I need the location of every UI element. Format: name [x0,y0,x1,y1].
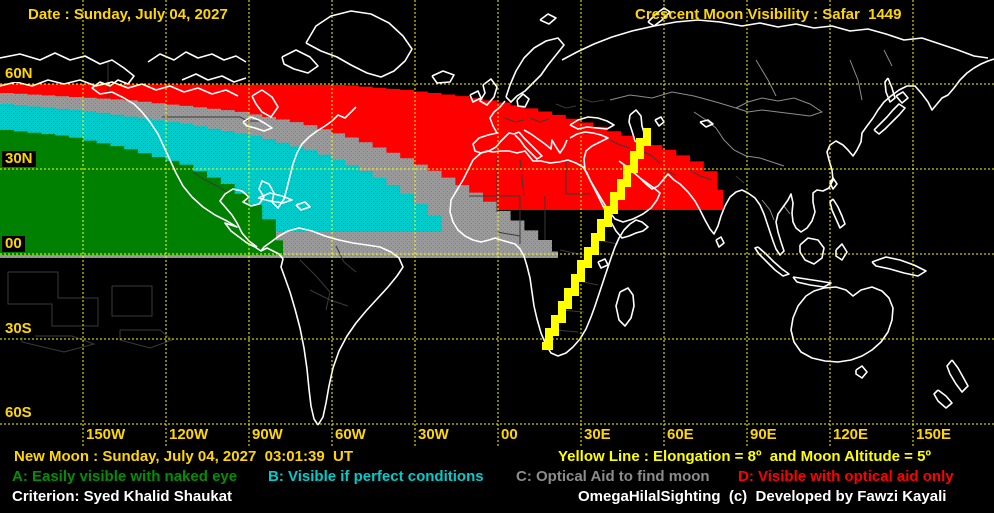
yellow-elongation-line [542,128,651,350]
lat-label: 00 [2,236,25,252]
legend-zone-c: C: Optical Aid to find moon [516,468,710,485]
lon-label: 150E [916,426,952,443]
credit-label: OmegaHilalSighting (c) Developed by Fawz… [578,488,947,505]
world-map [0,0,994,447]
lat-label: 60S [2,405,35,421]
legend-zone-a: A: Easily visible with naked eye [12,468,238,485]
coastlines [0,7,994,426]
gridlines [0,0,994,447]
lon-label: 90E [750,426,777,443]
lon-label: 120W [169,426,209,443]
legend-zone-b: B: Visible if perfect conditions [268,468,484,485]
criterion-label: Criterion: Syed Khalid Shaukat [12,488,233,505]
lat-label: 30S [2,321,35,337]
lon-label: 120E [833,426,869,443]
legend-zone-d: D: Visible with optical aid only [738,468,954,485]
lon-label: 60W [335,426,366,443]
lon-label: 30E [584,426,611,443]
yellow-line-info: Yellow Line : Elongation = 8º and Moon A… [558,448,931,465]
lon-label: 90W [252,426,283,443]
zone-a-naked-eye [0,130,283,255]
country-borders [7,62,745,353]
country-borders-asia [609,49,893,221]
lon-label: 30W [418,426,449,443]
visibility-zones [0,84,723,258]
lon-label: 60E [667,426,694,443]
lon-label: 00 [501,426,518,443]
lat-label: 30N [2,151,36,167]
lon-label: 150W [86,426,126,443]
lat-label: 60N [2,66,36,82]
new-moon-label: New Moon : Sunday, July 04, 2027 03:01:3… [14,448,354,465]
date-label: Date : Sunday, July 04, 2027 [28,6,228,23]
page-title: Crescent Moon Visibility : Safar 1449 [635,6,902,23]
